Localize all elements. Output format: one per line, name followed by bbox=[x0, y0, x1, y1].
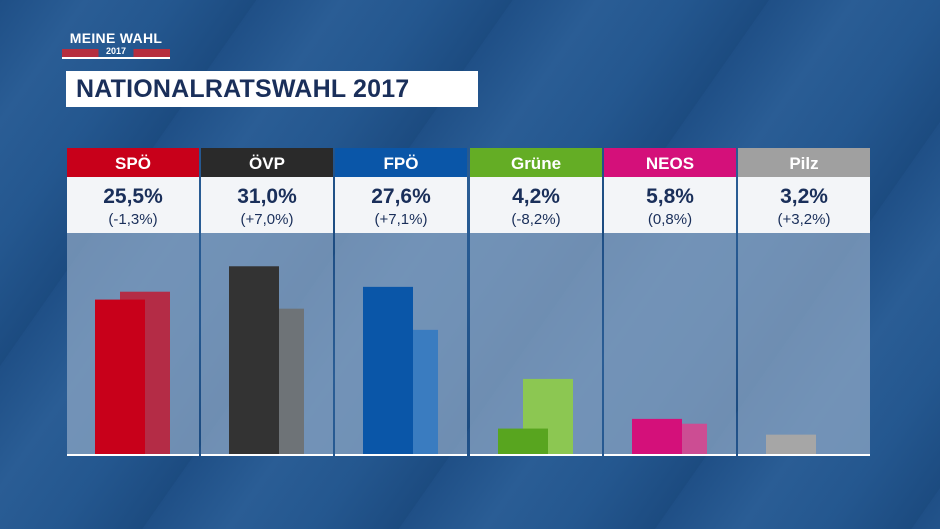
meine-wahl-logo: MEINE WAHL 2017 bbox=[62, 30, 170, 64]
change-label-neos: (0,8%) bbox=[648, 211, 692, 228]
value-label-ovp: 31,0% bbox=[237, 185, 297, 208]
info-box-ovp bbox=[201, 177, 333, 233]
logo-flag-stripe bbox=[62, 49, 170, 59]
value-label-fpo: 27,6% bbox=[371, 185, 431, 208]
title-box: NATIONALRATSWAHL 2017 bbox=[66, 71, 478, 107]
baseline-grune bbox=[470, 454, 602, 456]
party-label-spo: SPÖ bbox=[115, 154, 151, 173]
panel-bg-neos bbox=[604, 233, 736, 454]
chart-title: NATIONALRATSWAHL 2017 bbox=[76, 75, 410, 103]
baseline-neos bbox=[604, 454, 736, 456]
change-label-ovp: (+7,0%) bbox=[241, 211, 294, 228]
party-label-neos: NEOS bbox=[646, 154, 694, 173]
header-ovp bbox=[201, 148, 333, 177]
value-label-spo: 25,5% bbox=[103, 185, 163, 208]
header-grune bbox=[470, 148, 602, 177]
info-box-spo bbox=[67, 177, 199, 233]
change-label-spo: (-1,3%) bbox=[108, 211, 157, 228]
change-label-pilz: (+3,2%) bbox=[778, 211, 831, 228]
bar-current-fpo bbox=[363, 286, 413, 454]
info-box-grune bbox=[470, 177, 602, 233]
party-label-grune: Grüne bbox=[511, 154, 561, 173]
panel-bg-pilz bbox=[738, 233, 870, 454]
baseline-fpo bbox=[335, 454, 467, 456]
change-label-fpo: (+7,1%) bbox=[375, 211, 428, 228]
value-label-pilz: 3,2% bbox=[780, 185, 828, 208]
header-neos bbox=[604, 148, 736, 177]
baseline-spo bbox=[67, 454, 199, 456]
header-fpo bbox=[335, 148, 467, 177]
baseline-ovp bbox=[201, 454, 333, 456]
bar-current-spo bbox=[95, 299, 145, 454]
logo-underline bbox=[62, 57, 170, 59]
value-label-neos: 5,8% bbox=[646, 185, 694, 208]
bar-current-neos bbox=[632, 418, 682, 454]
info-box-pilz bbox=[738, 177, 870, 233]
bar-current-ovp bbox=[229, 266, 279, 454]
info-box-neos bbox=[604, 177, 736, 233]
party-label-pilz: Pilz bbox=[789, 154, 818, 173]
baseline-pilz bbox=[738, 454, 870, 456]
party-label-fpo: FPÖ bbox=[384, 154, 419, 173]
change-label-grune: (-8,2%) bbox=[511, 211, 560, 228]
header-pilz bbox=[738, 148, 870, 177]
bar-current-grune bbox=[498, 428, 548, 454]
value-label-grune: 4,2% bbox=[512, 185, 560, 208]
bar-current-pilz bbox=[766, 434, 816, 454]
party-label-ovp: ÖVP bbox=[249, 154, 285, 173]
logo-year: 2017 bbox=[105, 46, 127, 56]
info-box-fpo bbox=[335, 177, 467, 233]
logo-text: MEINE WAHL bbox=[69, 30, 163, 46]
header-spo bbox=[67, 148, 199, 177]
